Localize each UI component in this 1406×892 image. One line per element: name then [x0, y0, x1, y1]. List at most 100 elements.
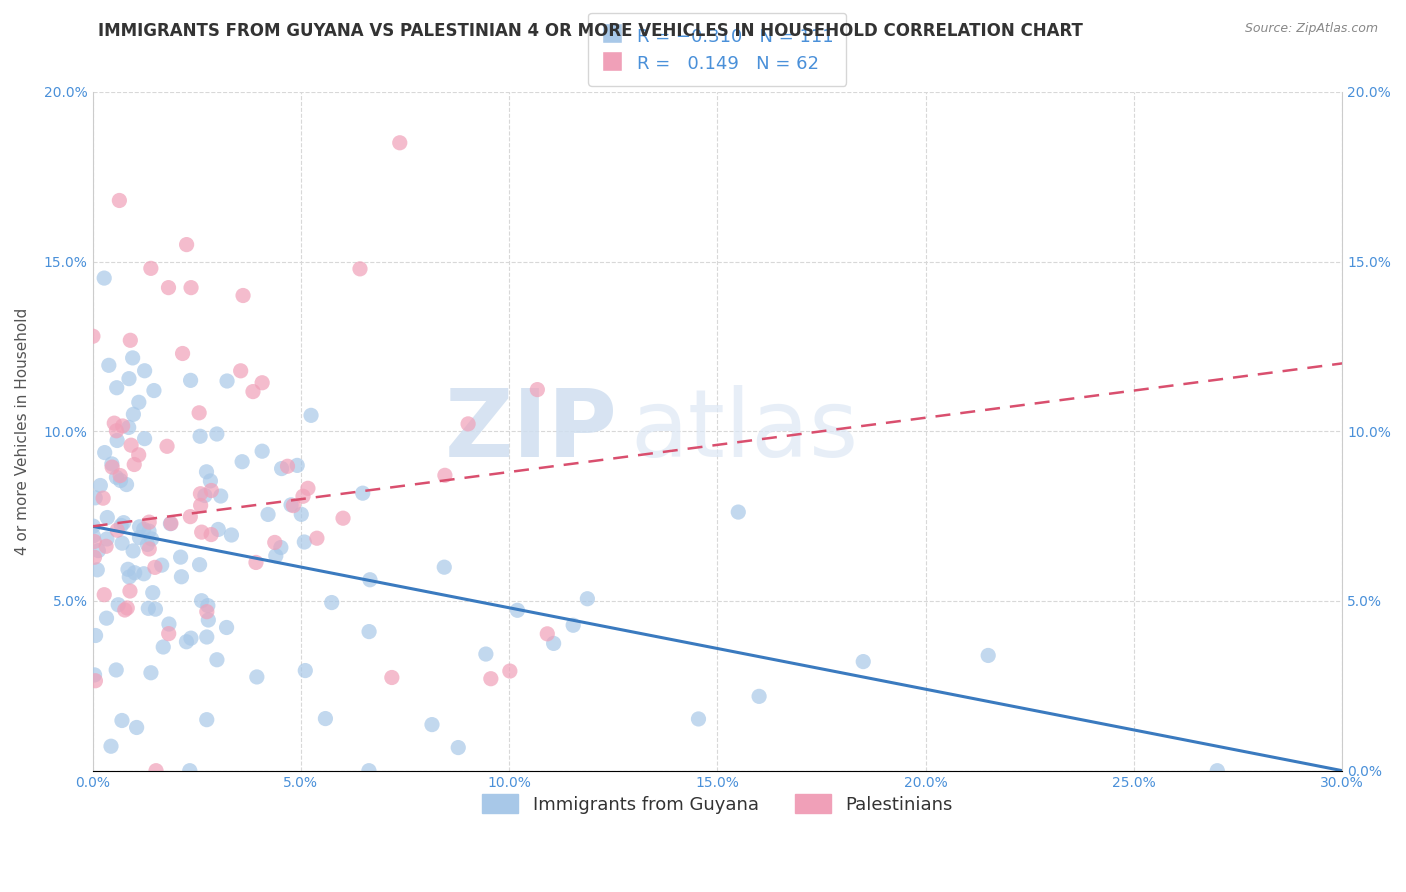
Point [125, 721, 148, 735]
Point [576, 591, 599, 606]
Point [84, 673, 107, 688]
Point [152, 640, 174, 654]
Point [232, 288, 254, 302]
Point [359, 624, 381, 639]
Point [110, 474, 132, 488]
Point [229, 364, 252, 378]
Point [543, 636, 565, 650]
Point [562, 618, 585, 632]
Point [506, 603, 529, 617]
Point [82, 329, 104, 343]
Point [86, 563, 108, 577]
Point [96, 611, 118, 625]
Point [179, 509, 201, 524]
Point [194, 488, 217, 502]
Point [270, 461, 292, 475]
Point [246, 670, 269, 684]
Point [89, 478, 111, 492]
Point [388, 136, 411, 150]
Point [200, 483, 222, 498]
Point [84, 491, 107, 505]
Point [122, 407, 145, 421]
Point [156, 439, 179, 453]
Point [169, 550, 191, 565]
Point [207, 523, 229, 537]
Point [110, 518, 132, 533]
Point [188, 406, 211, 420]
Point [257, 508, 280, 522]
Y-axis label: 4 or more Vehicles in Household: 4 or more Vehicles in Household [15, 308, 30, 555]
Point [108, 468, 131, 483]
Text: ZIP: ZIP [444, 385, 617, 477]
Point [180, 280, 202, 294]
Point [285, 458, 308, 473]
Point [305, 531, 328, 545]
Point [108, 194, 131, 208]
Point [250, 444, 273, 458]
Point [352, 486, 374, 500]
Point [280, 498, 302, 512]
Point [688, 712, 710, 726]
Point [205, 653, 228, 667]
Point [190, 525, 212, 540]
Point [87, 543, 110, 558]
Point [122, 544, 145, 558]
Point [112, 516, 135, 530]
Point [283, 499, 305, 513]
Point [221, 528, 243, 542]
Text: IMMIGRANTS FROM GUYANA VS PALESTINIAN 4 OR MORE VEHICLES IN HOUSEHOLD CORRELATIO: IMMIGRANTS FROM GUYANA VS PALESTINIAN 4 … [98, 22, 1083, 40]
Point [103, 416, 125, 430]
Point [292, 535, 315, 549]
Point [121, 351, 143, 365]
Point [83, 668, 105, 682]
Point [118, 371, 141, 385]
Point [195, 630, 218, 644]
Point [536, 627, 558, 641]
Point [139, 261, 162, 276]
Point [97, 359, 120, 373]
Point [115, 477, 138, 491]
Point [250, 376, 273, 390]
Point [100, 739, 122, 754]
Point [290, 508, 312, 522]
Point [200, 527, 222, 541]
Point [215, 620, 238, 634]
Point [111, 714, 134, 728]
Point [93, 588, 115, 602]
Point [128, 520, 150, 534]
Point [479, 672, 502, 686]
Point [117, 562, 139, 576]
Point [245, 556, 267, 570]
Point [1206, 764, 1229, 778]
Point [433, 468, 456, 483]
Point [145, 602, 167, 616]
Point [359, 573, 381, 587]
Point [180, 631, 202, 645]
Point [105, 381, 128, 395]
Point [197, 599, 219, 613]
Point [188, 558, 211, 572]
Point [297, 481, 319, 495]
Point [96, 532, 118, 546]
Point [128, 531, 150, 545]
Point [526, 383, 548, 397]
Point [142, 384, 165, 398]
Point [727, 505, 749, 519]
Text: Source: ZipAtlas.com: Source: ZipAtlas.com [1244, 22, 1378, 36]
Point [134, 364, 156, 378]
Point [176, 237, 198, 252]
Point [118, 420, 141, 434]
Point [114, 603, 136, 617]
Point [120, 333, 142, 347]
Point [291, 489, 314, 503]
Point [195, 605, 218, 619]
Point [136, 601, 159, 615]
Point [118, 570, 141, 584]
Point [188, 429, 211, 443]
Point [180, 373, 202, 387]
Point [105, 434, 128, 448]
Point [83, 550, 105, 565]
Point [160, 516, 183, 531]
Point [195, 465, 218, 479]
Point [128, 395, 150, 409]
